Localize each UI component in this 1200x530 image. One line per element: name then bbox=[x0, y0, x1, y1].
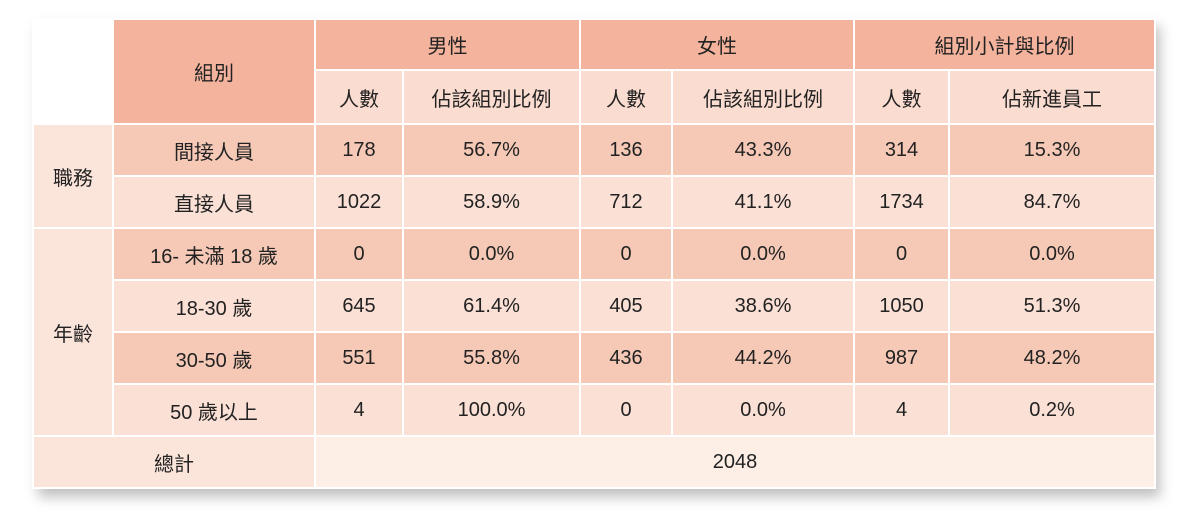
subtotal-count-cell: 0 bbox=[853, 227, 950, 281]
row-label: 直接人員 bbox=[112, 175, 316, 229]
male-count-cell: 178 bbox=[314, 123, 404, 177]
female-ratio-cell: 0.0% bbox=[671, 227, 855, 281]
table-row: 30-50 歲 551 55.8% 436 44.2% 987 48.2% bbox=[33, 331, 1156, 385]
male-count-cell: 645 bbox=[314, 279, 404, 333]
header-female: 女性 bbox=[579, 18, 855, 71]
header-male-count: 人數 bbox=[314, 69, 404, 125]
subtotal-count-cell: 1734 bbox=[853, 175, 950, 229]
male-count-cell: 0 bbox=[314, 227, 404, 281]
total-row: 總計 2048 bbox=[32, 435, 1156, 489]
female-count-cell: 0 bbox=[579, 227, 673, 281]
row-label: 間接人員 bbox=[112, 123, 316, 177]
table-row: 直接人員 1022 58.9% 712 41.1% 1734 84.7% bbox=[33, 175, 1156, 229]
employee-table-container: 組別 男性 女性 組別小計與比例 人數 佔該組別比例 人數 佔該組別比例 人數 … bbox=[32, 18, 1156, 489]
subtotal-ratio-cell: 0.0% bbox=[948, 227, 1156, 281]
header-subtotal: 組別小計與比例 bbox=[853, 18, 1156, 71]
female-ratio-cell: 41.1% bbox=[671, 175, 855, 229]
female-count-cell: 0 bbox=[579, 383, 673, 437]
category-duty: 職務 bbox=[32, 123, 114, 229]
subtotal-count-cell: 314 bbox=[853, 123, 950, 177]
header-blank-cell bbox=[32, 18, 114, 125]
header-female-count: 人數 bbox=[579, 69, 673, 125]
male-ratio-cell: 56.7% bbox=[402, 123, 581, 177]
table-row: 年齡 16- 未滿 18 歲 0 0.0% 0 0.0% 0 0.0% bbox=[32, 227, 1156, 437]
female-count-cell: 436 bbox=[579, 331, 673, 385]
subtotal-count-cell: 1050 bbox=[853, 279, 950, 333]
female-ratio-cell: 44.2% bbox=[671, 331, 855, 385]
header-row-main: 組別 男性 女性 組別小計與比例 bbox=[32, 18, 1156, 125]
row-label: 50 歲以上 bbox=[112, 383, 316, 437]
subtotal-ratio-cell: 0.2% bbox=[948, 383, 1156, 437]
subtotal-count-cell: 4 bbox=[853, 383, 950, 437]
header-subtotal-count: 人數 bbox=[853, 69, 950, 125]
subtotal-count-cell: 987 bbox=[853, 331, 950, 385]
male-count-cell: 4 bbox=[314, 383, 404, 437]
female-ratio-cell: 38.6% bbox=[671, 279, 855, 333]
table-row: 職務 間接人員 178 56.7% 136 43.3% 314 15.3% bbox=[32, 123, 1156, 229]
female-ratio-cell: 0.0% bbox=[671, 383, 855, 437]
male-ratio-cell: 100.0% bbox=[402, 383, 581, 437]
row-label: 16- 未滿 18 歲 bbox=[112, 227, 316, 281]
new-employee-statistics-table: 組別 男性 女性 組別小計與比例 人數 佔該組別比例 人數 佔該組別比例 人數 … bbox=[32, 18, 1156, 489]
header-group-label: 組別 bbox=[112, 18, 316, 125]
subtotal-ratio-cell: 48.2% bbox=[948, 331, 1156, 385]
row-label: 18-30 歲 bbox=[112, 279, 316, 333]
female-count-cell: 405 bbox=[579, 279, 673, 333]
female-count-cell: 712 bbox=[579, 175, 673, 229]
subtotal-ratio-cell: 51.3% bbox=[948, 279, 1156, 333]
total-value: 2048 bbox=[314, 435, 1156, 489]
male-ratio-cell: 58.9% bbox=[402, 175, 581, 229]
header-new-employee-ratio: 佔新進員工 bbox=[948, 69, 1156, 125]
header-row-sub: 人數 佔該組別比例 人數 佔該組別比例 人數 佔新進員工 bbox=[33, 69, 1156, 125]
male-ratio-cell: 55.8% bbox=[402, 331, 581, 385]
male-count-cell: 1022 bbox=[314, 175, 404, 229]
male-ratio-cell: 0.0% bbox=[402, 227, 581, 281]
header-male-ratio: 佔該組別比例 bbox=[402, 69, 581, 125]
category-age: 年齡 bbox=[32, 227, 114, 437]
subtotal-ratio-cell: 84.7% bbox=[948, 175, 1156, 229]
header-male: 男性 bbox=[314, 18, 581, 71]
total-label: 總計 bbox=[32, 435, 316, 489]
male-count-cell: 551 bbox=[314, 331, 404, 385]
table-row: 50 歲以上 4 100.0% 0 0.0% 4 0.2% bbox=[33, 383, 1156, 437]
female-ratio-cell: 43.3% bbox=[671, 123, 855, 177]
header-female-ratio: 佔該組別比例 bbox=[671, 69, 855, 125]
subtotal-ratio-cell: 15.3% bbox=[948, 123, 1156, 177]
female-count-cell: 136 bbox=[579, 123, 673, 177]
male-ratio-cell: 61.4% bbox=[402, 279, 581, 333]
row-label: 30-50 歲 bbox=[112, 331, 316, 385]
table-row: 18-30 歲 645 61.4% 405 38.6% 1050 51.3% bbox=[33, 279, 1156, 333]
